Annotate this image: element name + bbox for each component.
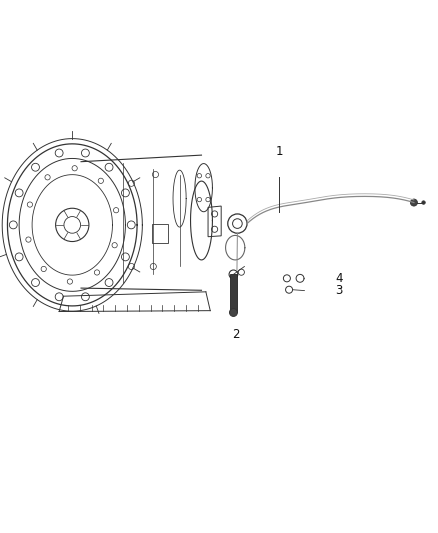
Circle shape — [121, 253, 129, 261]
Circle shape — [81, 149, 89, 157]
Circle shape — [127, 221, 135, 229]
Circle shape — [150, 263, 156, 270]
Circle shape — [113, 207, 119, 213]
Circle shape — [32, 279, 39, 286]
Circle shape — [26, 237, 31, 242]
Circle shape — [105, 279, 113, 286]
Circle shape — [67, 279, 73, 284]
Text: 2: 2 — [232, 328, 240, 341]
Circle shape — [72, 166, 77, 171]
Text: 4: 4 — [335, 272, 343, 285]
Circle shape — [128, 180, 134, 187]
Circle shape — [15, 189, 23, 197]
Circle shape — [94, 270, 99, 275]
FancyBboxPatch shape — [230, 274, 237, 312]
Text: 3: 3 — [335, 284, 343, 297]
Circle shape — [121, 189, 129, 197]
Circle shape — [15, 253, 23, 261]
Circle shape — [422, 201, 425, 204]
Circle shape — [45, 175, 50, 180]
Circle shape — [32, 163, 39, 171]
Circle shape — [128, 263, 134, 270]
Circle shape — [112, 243, 117, 248]
Circle shape — [55, 293, 63, 301]
Circle shape — [55, 149, 63, 157]
Circle shape — [152, 172, 159, 177]
Circle shape — [9, 221, 17, 229]
Circle shape — [81, 293, 89, 301]
Circle shape — [105, 163, 113, 171]
Circle shape — [98, 178, 103, 183]
Circle shape — [230, 309, 237, 317]
Circle shape — [41, 266, 46, 272]
Circle shape — [410, 199, 417, 206]
Circle shape — [27, 202, 32, 207]
Text: 1: 1 — [276, 145, 283, 158]
